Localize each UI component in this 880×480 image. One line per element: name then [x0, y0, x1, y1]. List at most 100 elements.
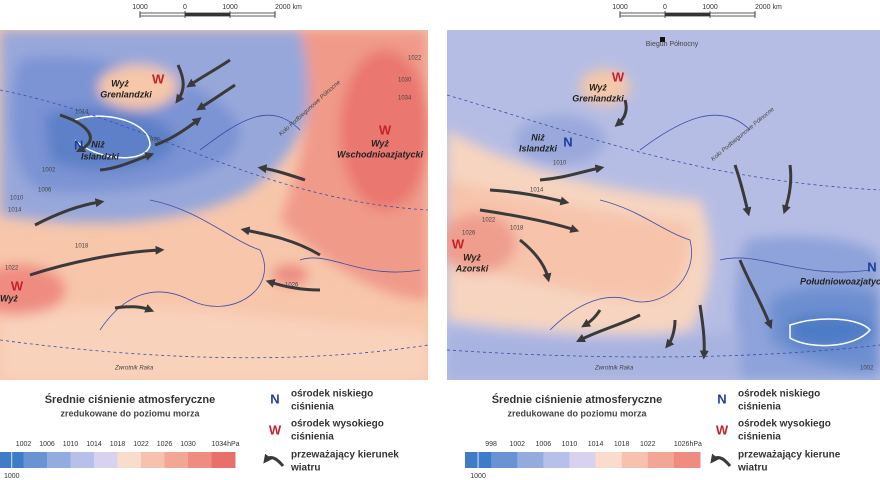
legend-low: ciśnienia	[291, 402, 334, 413]
isobar-label: 1014	[75, 110, 89, 116]
isobar-label: 1022	[408, 56, 422, 62]
center-label: Niż	[531, 132, 545, 142]
scale-label: 2000 km	[275, 4, 302, 11]
legend-swatch	[70, 452, 95, 468]
legend-swatch	[595, 452, 623, 468]
isobar-label: 998	[150, 138, 161, 144]
isobar-label: 1022	[5, 266, 19, 272]
high-symbol: W	[612, 69, 625, 84]
legend-swatch	[517, 452, 544, 468]
legend-scale-label: 1014	[86, 441, 102, 448]
pole-label: Biegun Północny	[646, 41, 699, 48]
center-label: Wyż	[371, 138, 389, 148]
legend-high: ośrodek wysokiego	[291, 419, 384, 430]
legend-title: Średnie ciśnienie atmosferyczne	[45, 393, 216, 406]
legend-scale-label: 1000	[4, 473, 20, 480]
legend-swatch	[23, 452, 48, 468]
legend-low: ośrodek niskiego	[738, 389, 820, 400]
legend-wind: wiatru	[290, 463, 320, 474]
january-map	[0, 30, 428, 380]
legend-scale-label: 1022	[133, 441, 149, 448]
legend-swatch	[141, 452, 165, 468]
scale-label: 0	[663, 4, 667, 11]
legend-low: ciśnienia	[738, 402, 781, 413]
generated: 1000 0 1000 2000 km Średnie ciśnienie atmosf…	[0, 4, 841, 480]
legend-swatch	[164, 452, 189, 468]
circle-label: Zwrotnik Raka	[594, 366, 634, 372]
legend-wind: przeważający kierunek	[291, 450, 399, 461]
low-symbol: N	[563, 134, 572, 149]
pole-marker	[660, 37, 665, 42]
high-symbol: W	[379, 122, 392, 137]
legend-low-symbol: N	[270, 391, 279, 406]
legend-subtitle: zredukowane do poziomu morza	[60, 408, 200, 418]
legend-subtitle: zredukowane do poziomu morza	[507, 408, 647, 418]
july-map	[447, 30, 880, 380]
scale-label: 1000	[222, 4, 238, 11]
isobar-label: 1034	[398, 96, 412, 102]
isobar-label: 1026	[285, 283, 299, 289]
legend-low-symbol: N	[717, 391, 726, 406]
legend-high-symbol: W	[716, 422, 729, 437]
scale-label: 2000 km	[755, 4, 782, 11]
center-label: Wyż	[111, 78, 129, 88]
legend-scale-label: 998	[485, 441, 497, 448]
center-label: Południowoazjatycki	[800, 276, 880, 286]
legend-swatch	[569, 452, 597, 468]
isobar-label: 1030	[398, 78, 412, 84]
center-label: Grenlandzki	[572, 93, 624, 103]
circle-label: Zwrotnik Raka	[114, 366, 154, 372]
legend-scale-label: 1002	[16, 441, 32, 448]
isobar-label: 1002	[42, 168, 56, 174]
scale-bar-segment	[185, 13, 230, 16]
scale-label: 1000	[612, 4, 628, 11]
isobar-label: 1018	[510, 226, 524, 232]
legend-scale-label: 1018	[110, 441, 126, 448]
isobar-label: 1014	[8, 208, 22, 214]
isobar-label: 1010	[10, 196, 24, 202]
center-label: Niż	[91, 139, 105, 149]
legend-high: ciśnienia	[291, 432, 334, 443]
legend-wind-arrow	[263, 453, 285, 467]
isobar-label: 1002	[860, 366, 874, 372]
legend-scale-label: 1034hPa	[212, 441, 240, 448]
legend-swatch	[673, 452, 701, 468]
center-label: Wyż	[0, 293, 18, 303]
center-label: Wyż	[463, 252, 481, 262]
low-symbol: N	[867, 259, 876, 274]
legend-swatch	[117, 452, 142, 468]
legend-wind: przeważający kierune	[738, 450, 841, 461]
legend-high: ciśnienia	[738, 432, 781, 443]
legend-scale-label: 1014	[588, 441, 604, 448]
legend-wind-arrow	[710, 453, 732, 467]
scale-bar-segment	[665, 13, 710, 16]
legend-wind: wiatru	[737, 463, 767, 474]
legend-swatch	[211, 452, 236, 468]
legend-scale-label: 1010	[562, 441, 578, 448]
isobar-label: 1018	[75, 244, 89, 250]
legend-scale-label: 1026	[157, 441, 173, 448]
legend-high-symbol: W	[269, 422, 282, 437]
legend-scale-label: 1006	[536, 441, 552, 448]
center-label: Grenlandzki	[100, 89, 152, 99]
legend-scale-label: 1022	[640, 441, 656, 448]
legend-swatch	[621, 452, 649, 468]
legend-swatch	[543, 452, 570, 468]
legend-scale-label: 1018	[614, 441, 630, 448]
legend-scale-label: 1010	[63, 441, 79, 448]
isobar-label: 1022	[482, 218, 496, 224]
legend-low: ośrodek niskiego	[291, 389, 373, 400]
scale-label: 1000	[702, 4, 718, 11]
legend-swatch	[188, 452, 212, 468]
center-label: Islandzki	[519, 143, 558, 153]
legend-swatch	[647, 452, 675, 468]
center-label: Islandzki	[81, 151, 120, 161]
legend-high: ośrodek wysokiego	[738, 419, 831, 430]
legend-title: Średnie ciśnienie atmosferyczne	[492, 393, 663, 406]
legend-swatch	[94, 452, 118, 468]
center-label: Wschodnioazjatycki	[337, 149, 424, 159]
low-symbol: N	[74, 137, 83, 152]
isobar-label: 1026	[462, 231, 476, 237]
legend-scale-label: 1030	[180, 441, 196, 448]
